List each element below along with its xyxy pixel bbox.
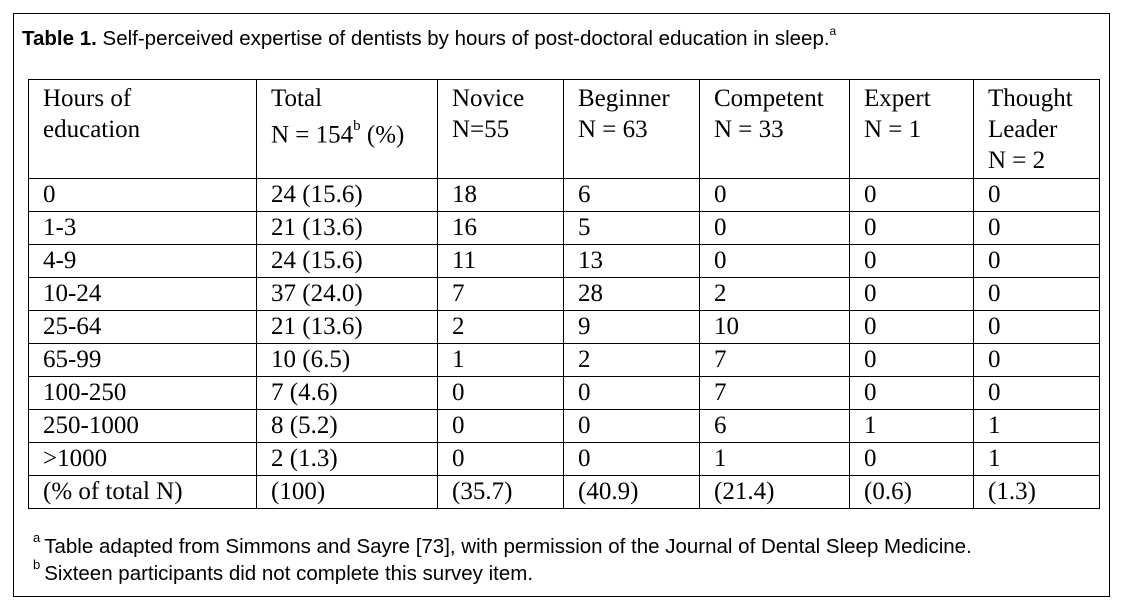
header-thought-leader: Thought Leader N = 2 bbox=[973, 79, 1100, 179]
cell-total: 21 (13.6) bbox=[256, 211, 438, 245]
cell-thought-leader: 0 bbox=[973, 211, 1100, 245]
cell-total: 37 (24.0) bbox=[256, 277, 438, 311]
cell-beginner: 0 bbox=[563, 376, 700, 410]
cell-competent: 6 bbox=[699, 409, 850, 443]
cell-thought-leader: 0 bbox=[973, 310, 1100, 344]
header-beginner: Beginner N = 63 bbox=[563, 79, 700, 179]
cell-competent: 0 bbox=[699, 244, 850, 278]
cell-competent: 7 bbox=[699, 343, 850, 377]
table-row: 0 24 (15.6) 18 6 0 0 0 bbox=[28, 178, 1100, 212]
cell-thought-leader: 0 bbox=[973, 376, 1100, 410]
cell-expert: 0 bbox=[849, 178, 974, 212]
caption-label: Table 1. bbox=[22, 26, 97, 50]
cell-thought-leader: 1 bbox=[973, 409, 1100, 443]
header-total: Total N = 154b (%) bbox=[256, 79, 438, 179]
cell-novice: (35.7) bbox=[437, 475, 564, 509]
cell-thought-leader: 0 bbox=[973, 277, 1100, 311]
cell-thought-leader: 1 bbox=[973, 442, 1100, 476]
cell-expert: 0 bbox=[849, 310, 974, 344]
expertise-table: Hours of education Total N = 154b (%) No… bbox=[28, 79, 1100, 509]
cell-expert: 0 bbox=[849, 442, 974, 476]
cell-hours: (% of total N) bbox=[28, 475, 257, 509]
header-row: Hours of education Total N = 154b (%) No… bbox=[28, 79, 1100, 179]
cell-expert: 0 bbox=[849, 343, 974, 377]
cell-hours: 25-64 bbox=[28, 310, 257, 344]
cell-beginner: 13 bbox=[563, 244, 700, 278]
cell-total: (100) bbox=[256, 475, 438, 509]
cell-expert: 0 bbox=[849, 376, 974, 410]
cell-total: 8 (5.2) bbox=[256, 409, 438, 443]
cell-hours: 1-3 bbox=[28, 211, 257, 245]
table-row: 1-3 21 (13.6) 16 5 0 0 0 bbox=[28, 211, 1100, 245]
cell-total: 24 (15.6) bbox=[256, 244, 438, 278]
cell-beginner: (40.9) bbox=[563, 475, 700, 509]
cell-total: 7 (4.6) bbox=[256, 376, 438, 410]
cell-novice: 18 bbox=[437, 178, 564, 212]
cell-novice: 7 bbox=[437, 277, 564, 311]
cell-thought-leader: 0 bbox=[973, 178, 1100, 212]
cell-thought-leader: 0 bbox=[973, 343, 1100, 377]
cell-competent: 1 bbox=[699, 442, 850, 476]
table-row: 25-64 21 (13.6) 2 9 10 0 0 bbox=[28, 310, 1100, 344]
cell-competent: 2 bbox=[699, 277, 850, 311]
cell-beginner: 28 bbox=[563, 277, 700, 311]
cell-competent: 0 bbox=[699, 211, 850, 245]
cell-hours: >1000 bbox=[28, 442, 257, 476]
cell-competent: 7 bbox=[699, 376, 850, 410]
table-frame bbox=[13, 13, 1110, 597]
cell-beginner: 6 bbox=[563, 178, 700, 212]
cell-hours: 10-24 bbox=[28, 277, 257, 311]
cell-competent: 10 bbox=[699, 310, 850, 344]
caption-marker: a bbox=[829, 24, 837, 38]
caption-text: Self-perceived expertise of dentists by … bbox=[96, 26, 830, 50]
cell-thought-leader: (1.3) bbox=[973, 475, 1100, 509]
table-row: (% of total N) (100) (35.7) (40.9) (21.4) (0.… bbox=[28, 475, 1100, 509]
cell-thought-leader: 0 bbox=[973, 244, 1100, 278]
footnote-a: a Table adapted from Simmons and Sayre [7… bbox=[33, 530, 972, 558]
cell-beginner: 2 bbox=[563, 343, 700, 377]
cell-competent: 0 bbox=[699, 178, 850, 212]
cell-novice: 0 bbox=[437, 409, 564, 443]
cell-expert: 1 bbox=[849, 409, 974, 443]
cell-novice: 0 bbox=[437, 442, 564, 476]
table-row: >1000 2 (1.3) 0 0 1 0 1 bbox=[28, 442, 1100, 476]
cell-novice: 1 bbox=[437, 343, 564, 377]
cell-beginner: 0 bbox=[563, 442, 700, 476]
table-row: 250-1000 8 (5.2) 0 0 6 1 1 bbox=[28, 409, 1100, 443]
table-row: 65-99 10 (6.5) 1 2 7 0 0 bbox=[28, 343, 1100, 377]
cell-hours: 4-9 bbox=[28, 244, 257, 278]
cell-competent: (21.4) bbox=[699, 475, 850, 509]
cell-total: 2 (1.3) bbox=[256, 442, 438, 476]
cell-expert: 0 bbox=[849, 244, 974, 278]
table-row: 4-9 24 (15.6) 11 13 0 0 0 bbox=[28, 244, 1100, 278]
footnote-b: b Sixteen participants did not complete t… bbox=[33, 557, 534, 585]
cell-beginner: 9 bbox=[563, 310, 700, 344]
cell-hours: 250-1000 bbox=[28, 409, 257, 443]
cell-beginner: 0 bbox=[563, 409, 700, 443]
cell-total: 24 (15.6) bbox=[256, 178, 438, 212]
cell-hours: 100-250 bbox=[28, 376, 257, 410]
cell-expert: 0 bbox=[849, 277, 974, 311]
cell-total: 10 (6.5) bbox=[256, 343, 438, 377]
header-hours: Hours of education bbox=[28, 79, 257, 179]
table-row: 100-250 7 (4.6) 0 0 7 0 0 bbox=[28, 376, 1100, 410]
table-caption: Table 1. Self-perceived expertise of den… bbox=[22, 24, 837, 51]
header-competent: Competent N = 33 bbox=[699, 79, 850, 179]
cell-total: 21 (13.6) bbox=[256, 310, 438, 344]
header-novice: Novice N=55 bbox=[437, 79, 564, 179]
cell-expert: (0.6) bbox=[849, 475, 974, 509]
cell-novice: 16 bbox=[437, 211, 564, 245]
cell-beginner: 5 bbox=[563, 211, 700, 245]
header-expert: Expert N = 1 bbox=[849, 79, 974, 179]
cell-expert: 0 bbox=[849, 211, 974, 245]
cell-hours: 65-99 bbox=[28, 343, 257, 377]
cell-novice: 11 bbox=[437, 244, 564, 278]
cell-hours: 0 bbox=[28, 178, 257, 212]
table-row: 10-24 37 (24.0) 7 28 2 0 0 bbox=[28, 277, 1100, 311]
cell-novice: 0 bbox=[437, 376, 564, 410]
cell-novice: 2 bbox=[437, 310, 564, 344]
